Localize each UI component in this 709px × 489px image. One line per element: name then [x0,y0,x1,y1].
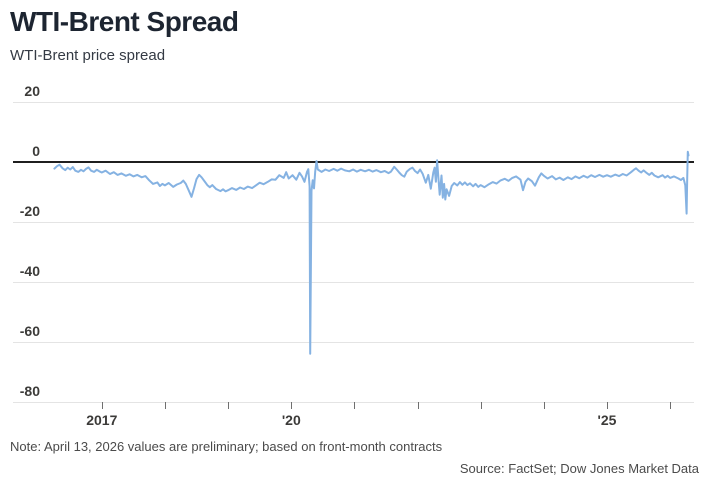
x-tick-mark [228,402,230,409]
x-axis-label: '25 [597,412,617,428]
y-gridline [13,101,694,103]
x-axis-label: 2017 [86,412,118,428]
y-gridline [13,281,694,283]
x-tick-mark [480,402,482,409]
x-tick-mark [354,402,356,409]
page-title: WTI-Brent Spread [10,6,239,37]
y-axis-label: 20 [24,83,40,99]
x-tick-mark [607,402,608,409]
note-text: Note: April 13, 2026 values are prelimin… [10,439,443,454]
spread-series-line [53,150,690,355]
y-axis-label: -20 [19,203,40,219]
x-axis-label: '20 [281,412,301,428]
zero-baseline [13,161,694,163]
x-tick-mark [164,402,166,409]
chart-subtitle: WTI-Brent price spread [10,47,166,64]
y-gridline [13,341,694,343]
x-tick-mark [291,402,293,409]
source-text: Source: FactSet; Dow Jones Market Data [459,461,699,476]
y-gridline [13,401,694,403]
y-axis-label: 0 [32,143,40,159]
y-axis-label: -80 [19,383,40,399]
x-tick-mark [543,402,545,409]
x-tick-mark [101,402,103,409]
y-axis-label: -40 [19,263,40,279]
x-tick-mark [417,402,419,409]
y-axis-label: -60 [19,323,40,339]
x-tick-mark [670,402,672,409]
y-gridline [13,221,694,223]
